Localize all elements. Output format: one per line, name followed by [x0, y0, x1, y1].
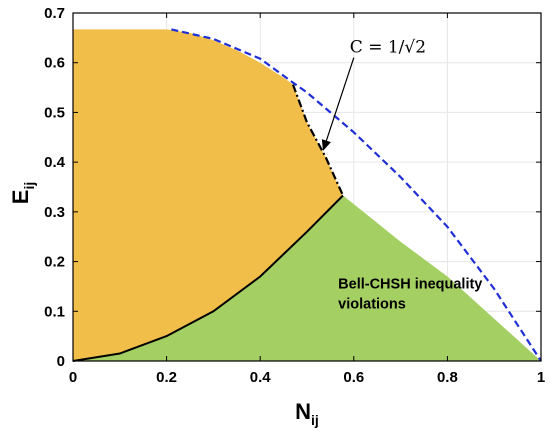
y-tick-label: 0.5: [44, 104, 65, 121]
axis-ticks: 0 0.2 0.4 0.6 0.8 1 0 0.1 0.2 0.3 0.4 0.5 0.6 0.7: [44, 5, 545, 386]
x-tick-label: 0.6: [343, 369, 364, 386]
concurrence-label: C = 1/√2: [350, 37, 426, 57]
y-tick-label: 0.2: [44, 254, 65, 271]
upper-boundary: [171, 28, 542, 362]
y-axis-label: Eij: [8, 182, 37, 204]
plot-frame: [72, 12, 542, 362]
concurrence-label-arrow: [321, 57, 355, 151]
x-axis-label-main: N: [295, 399, 311, 424]
y-axis-label-sub: ij: [21, 182, 37, 190]
x-axis-label: Nij: [295, 399, 319, 428]
y-tick-label: 0.3: [44, 204, 65, 221]
x-tick-label: 1: [537, 369, 545, 386]
y-tick-label: 0.1: [44, 303, 65, 320]
chart-annotations: Bell-CHSH inequality violations C = 1/√2: [321, 37, 482, 312]
x-axis-label-sub: ij: [311, 412, 319, 428]
chart-lines: [72, 28, 542, 362]
y-tick-label: 0.6: [44, 55, 65, 72]
y-tick-label: 0: [57, 353, 65, 370]
x-tick-label: 0.2: [156, 369, 177, 386]
region-label-line: violations: [338, 296, 406, 312]
lower-boundary: [72, 194, 344, 362]
green-region: [73, 195, 541, 361]
x-tick-label: 0.8: [437, 369, 458, 386]
y-tick-label: 0.4: [44, 154, 66, 171]
region-label-line: Bell-CHSH inequality: [338, 276, 482, 292]
x-tick-label: 0: [69, 369, 77, 386]
y-axis-label-main: E: [8, 190, 33, 205]
concurrence-line: [291, 84, 345, 196]
y-tick-label: 0.7: [44, 5, 65, 22]
orange-region: [73, 29, 343, 362]
chart-regions: [73, 29, 541, 362]
x-tick-label: 0.4: [250, 369, 272, 386]
